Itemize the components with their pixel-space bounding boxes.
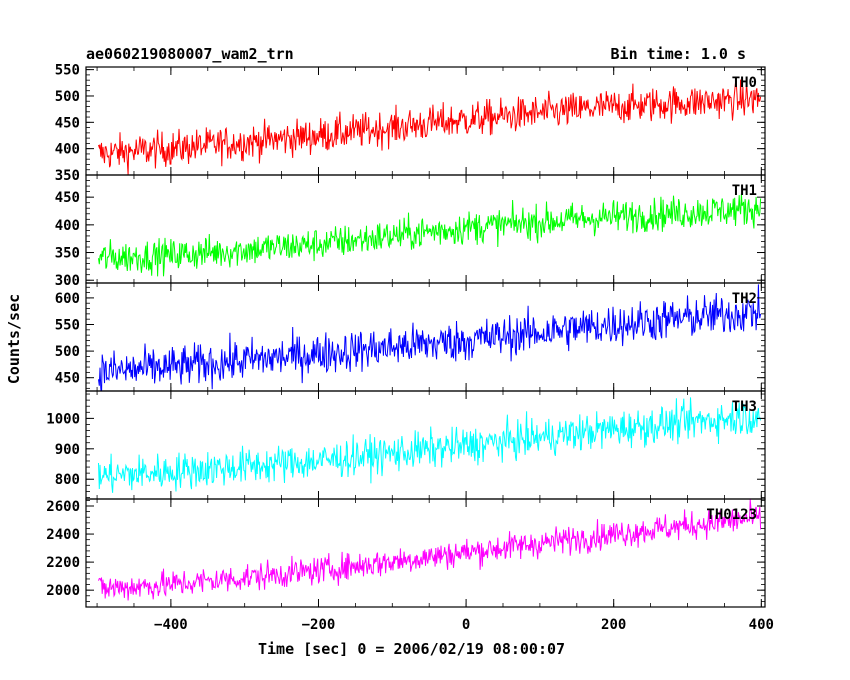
bin-time-label: Bin time: 1.0 s bbox=[610, 45, 746, 63]
panel-label-th2: TH2 bbox=[732, 291, 757, 307]
y-tick-label: 350 bbox=[55, 168, 80, 184]
y-tick-label: 300 bbox=[55, 273, 80, 289]
y-tick-label: 500 bbox=[55, 89, 80, 105]
series-th0 bbox=[98, 79, 762, 175]
panel-label-th3: TH3 bbox=[732, 399, 757, 415]
panel-label-th0123: TH0123 bbox=[706, 507, 757, 523]
y-tick-label: 600 bbox=[55, 291, 80, 307]
panel-frame-th2 bbox=[85, 282, 766, 392]
x-tick-label: 400 bbox=[749, 617, 774, 633]
y-tick-label: 2200 bbox=[46, 555, 80, 571]
y-tick-label: 2400 bbox=[46, 527, 80, 543]
x-tick-label: −200 bbox=[302, 617, 336, 633]
y-tick-label: 500 bbox=[55, 344, 80, 360]
y-tick-label: 550 bbox=[55, 317, 80, 333]
y-tick-label: 2600 bbox=[46, 499, 80, 515]
panel-frame-th0123 bbox=[85, 498, 766, 608]
x-tick-label: 0 bbox=[462, 617, 470, 633]
y-tick-label: 800 bbox=[55, 472, 80, 488]
series-th3 bbox=[98, 397, 762, 493]
panel-label-th1: TH1 bbox=[732, 183, 757, 199]
y-tick-label: 450 bbox=[55, 115, 80, 131]
y-tick-label: 550 bbox=[55, 63, 80, 79]
series-th0123 bbox=[98, 499, 762, 601]
y-tick-label: 350 bbox=[55, 246, 80, 262]
x-tick-label: 200 bbox=[601, 617, 626, 633]
panel-label-th0: TH0 bbox=[732, 75, 757, 91]
y-tick-label: 400 bbox=[55, 142, 80, 158]
series-th2 bbox=[98, 284, 762, 391]
y-tick-label: 2000 bbox=[46, 583, 80, 599]
series-th1 bbox=[98, 193, 762, 277]
y-tick-label: 450 bbox=[55, 190, 80, 206]
y-tick-label: 1000 bbox=[46, 411, 80, 427]
y-tick-label: 450 bbox=[55, 371, 80, 387]
x-axis-label: Time [sec] 0 = 2006/02/19 08:00:07 bbox=[258, 640, 566, 658]
y-tick-label: 900 bbox=[55, 442, 80, 458]
panel-frame-th1 bbox=[85, 174, 766, 284]
y-tick-label: 400 bbox=[55, 218, 80, 234]
chart-title: ae060219080007_wam2_trn bbox=[86, 45, 294, 63]
x-tick-label: −400 bbox=[154, 617, 188, 633]
y-axis-label: Counts/sec bbox=[5, 293, 23, 385]
